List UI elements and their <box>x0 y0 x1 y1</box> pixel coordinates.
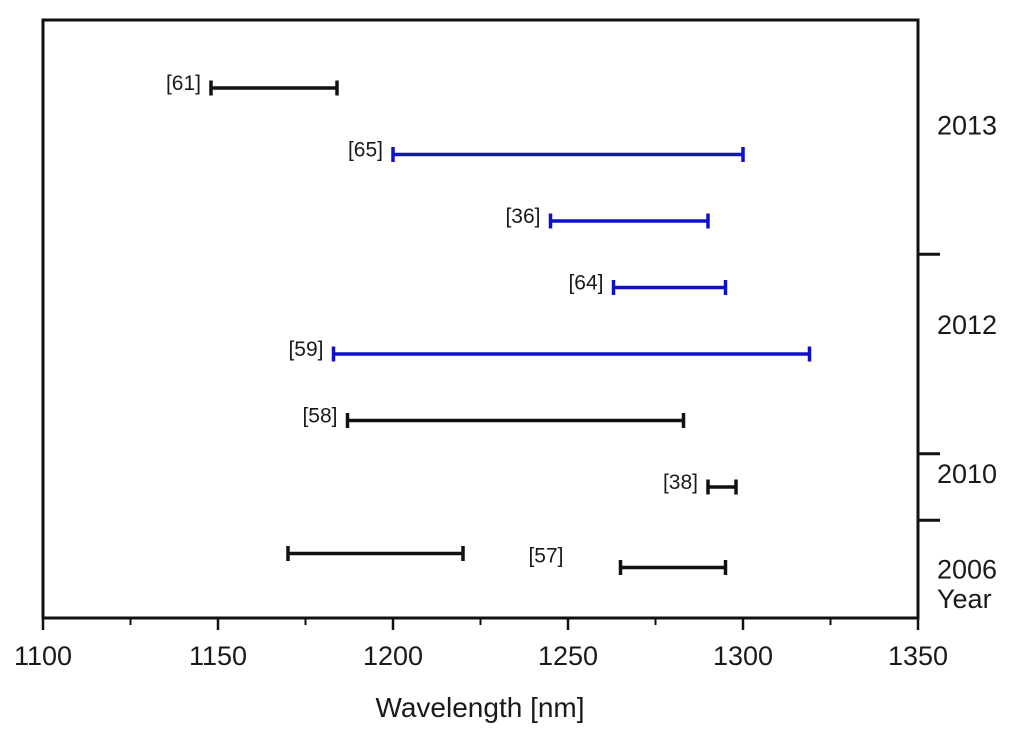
year-axis: 2013 2012 2010 2006 <box>918 111 997 585</box>
x-tick-label: 1150 <box>189 641 247 671</box>
range-row: [65] <box>348 139 745 162</box>
y-axis-title: Year <box>937 584 992 614</box>
year-label: 2012 <box>937 310 997 340</box>
reference-label: [64] <box>568 272 603 295</box>
range-row: [59] <box>288 338 812 362</box>
reference-label: [65] <box>348 139 383 162</box>
x-tick-label: 1350 <box>888 641 948 671</box>
x-axis: 1100 1150 1200 1250 1300 1350 <box>14 618 948 671</box>
year-label: 2010 <box>937 459 997 489</box>
range-row: [64] <box>568 272 728 295</box>
range-row: [38] <box>663 471 738 495</box>
reference-label: [38] <box>663 471 698 494</box>
range-row: [57] <box>286 545 728 575</box>
reference-label: [57] <box>528 545 563 568</box>
x-tick-label: 1200 <box>363 641 423 671</box>
x-tick-label: 1100 <box>14 641 72 671</box>
range-row: [58] <box>302 405 686 428</box>
reference-label: [59] <box>288 338 323 361</box>
year-label: 2013 <box>937 111 997 141</box>
reference-label: [36] <box>505 205 540 228</box>
reference-label: [61] <box>166 72 201 95</box>
year-label: 2006 <box>937 555 997 585</box>
range-bars: [61] [65] [36] [64] [59] [58] [38] [57] <box>166 72 812 575</box>
plot-frame <box>41 18 920 620</box>
range-row: [36] <box>505 205 710 229</box>
x-tick-label: 1250 <box>538 641 598 671</box>
range-row: [61] <box>166 72 339 96</box>
reference-label: [58] <box>302 405 337 428</box>
x-tick-label: 1300 <box>713 641 773 671</box>
x-axis-title: Wavelength [nm] <box>375 692 584 723</box>
